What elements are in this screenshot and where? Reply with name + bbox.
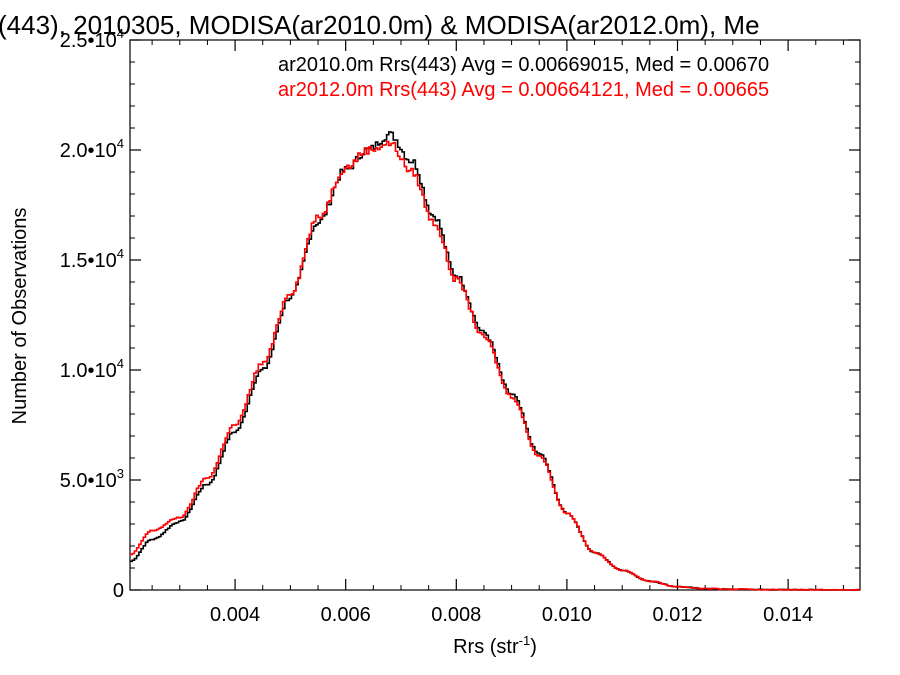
y-tick-label: 1.5•104 bbox=[60, 246, 124, 272]
x-axis-label-close: ) bbox=[530, 636, 537, 658]
y-tick-label: 2.5•104 bbox=[60, 26, 124, 52]
y-tick-mantissa: 0 bbox=[113, 580, 124, 602]
y-tick-mantissa: 2.5•10 bbox=[60, 30, 117, 52]
y-tick-exponent: 3 bbox=[117, 466, 124, 481]
legend-entry-ar2010: ar2010.0m Rrs(443) Avg = 0.00669015, Med… bbox=[278, 54, 769, 76]
chart-title: (443), 2010305, MODISA(ar2010.0m) & MODI… bbox=[0, 10, 760, 40]
y-axis-label: Number of Observations bbox=[9, 208, 31, 425]
x-axis-label-main: Rrs (str bbox=[453, 636, 519, 658]
y-tick-mantissa: 1.0•10 bbox=[60, 360, 117, 382]
x-axis-label-exponent: -1 bbox=[519, 633, 531, 648]
x-tick-label: 0.008 bbox=[431, 604, 481, 626]
x-axis-label: Rrs (str-1) bbox=[453, 633, 537, 658]
x-tick-label: 0.014 bbox=[763, 604, 813, 626]
x-axis-ticks: 0.004 0.006 0.008 0.010 0.012 0.014 bbox=[151, 40, 844, 626]
y-tick-exponent: 4 bbox=[117, 136, 124, 151]
legend-entry-ar2012: ar2012.0m Rrs(443) Avg = 0.00664121, Med… bbox=[278, 79, 769, 101]
x-tick-label: 0.006 bbox=[321, 604, 371, 626]
y-tick-mantissa: 5.0•10 bbox=[60, 470, 117, 492]
series-ar2012-0m-histogram bbox=[130, 140, 860, 591]
y-tick-mantissa: 2.0•10 bbox=[60, 140, 117, 162]
y-tick-label: 1.0•104 bbox=[60, 356, 124, 382]
y-tick-label: 5.0•103 bbox=[60, 466, 124, 492]
x-tick-label: 0.010 bbox=[542, 604, 592, 626]
y-tick-mantissa: 1.5•10 bbox=[60, 250, 117, 272]
y-tick-label: 2.0•104 bbox=[60, 136, 124, 162]
series-layer bbox=[130, 131, 860, 591]
y-tick-exponent: 4 bbox=[117, 246, 124, 261]
plot-frame bbox=[129, 39, 861, 591]
x-tick-label: 0.004 bbox=[210, 604, 260, 626]
x-tick-label: 0.012 bbox=[652, 604, 702, 626]
y-tick-label: 0 bbox=[113, 580, 124, 602]
y-tick-exponent: 4 bbox=[117, 356, 124, 371]
y-tick-exponent: 4 bbox=[117, 26, 124, 41]
